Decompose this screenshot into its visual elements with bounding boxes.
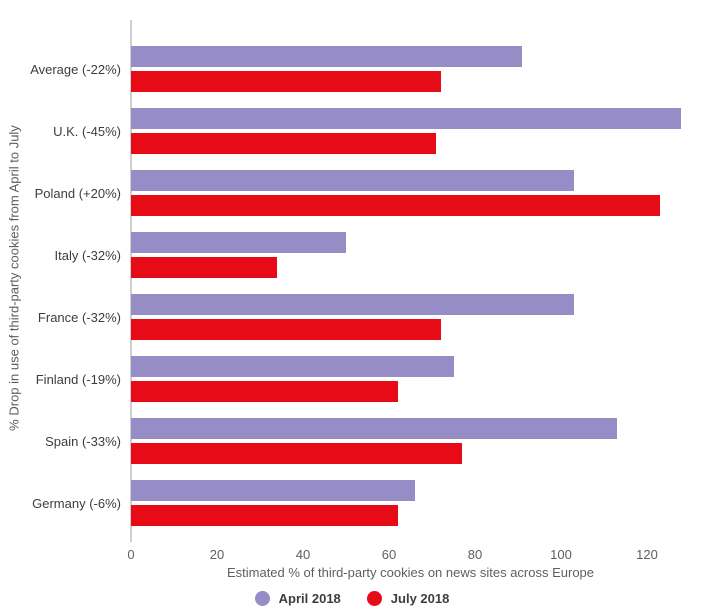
bar-group [131,46,690,92]
category-label: U.K. (-45%) [53,123,121,139]
category-row: U.K. (-45%) [0,100,690,162]
chart-rows: Average (-22%) U.K. (-45%) Poland (+20%) It… [0,20,690,542]
bar-group [131,170,690,216]
bar-group [131,108,690,154]
x-axis-title: Estimated % of third-party cookies on ne… [226,565,595,580]
bar-group [131,480,690,526]
category-row: Spain (-33%) [0,410,690,472]
x-tick-label: 100 [550,547,572,562]
bar-july-2018 [131,381,398,402]
legend-label: April 2018 [278,590,341,606]
bar-july-2018 [131,71,441,92]
category-label: Spain (-33%) [45,433,121,449]
x-tick-label: 120 [636,547,658,562]
legend-dot-icon [254,590,270,606]
legend: April 2018 July 2018 [0,586,704,610]
legend-label: July 2018 [390,590,450,606]
category-row: France (-32%) [0,286,690,348]
category-row: Finland (-19%) [0,348,690,410]
bar-april-2018 [131,46,523,67]
legend-dot-icon [366,590,382,606]
bar-group [131,356,690,402]
y-axis-line [130,20,132,542]
category-row: Italy (-32%) [0,224,690,286]
x-tick-label: 20 [209,547,225,562]
x-tick-label: 40 [295,547,311,562]
bar-july-2018 [131,443,463,464]
bar-april-2018 [131,294,574,315]
category-row: Average (-22%) [0,38,690,100]
x-tick-label: 60 [381,547,397,562]
bar-july-2018 [131,195,660,216]
bar-april-2018 [131,108,682,129]
category-label: Italy (-32%) [54,247,121,263]
bar-july-2018 [131,505,398,526]
category-row: Germany (-6%) [0,472,690,534]
category-label: Germany (-6%) [32,495,121,511]
bar-july-2018 [131,133,437,154]
bar-april-2018 [131,356,454,377]
category-row: Poland (+20%) [0,162,690,224]
bar-april-2018 [131,170,574,191]
category-label: Poland (+20%) [34,185,121,201]
bar-april-2018 [131,418,617,439]
category-label: Finland (-19%) [35,371,121,387]
bar-july-2018 [131,319,441,340]
bar-july-2018 [131,257,278,278]
bar-group [131,232,690,278]
bar-group [131,418,690,464]
bar-april-2018 [131,480,415,501]
x-axis-ticks: 0 20 40 60 80 100 120 [127,547,690,563]
x-tick-label: 80 [467,547,483,562]
bar-april-2018 [131,232,346,253]
category-label: Average (-22%) [30,61,121,77]
legend-item: July 2018 [366,590,450,606]
legend-item: April 2018 [254,590,341,606]
category-label: France (-32%) [37,309,121,325]
bar-group [131,294,690,340]
x-tick-label: 0 [127,547,135,562]
